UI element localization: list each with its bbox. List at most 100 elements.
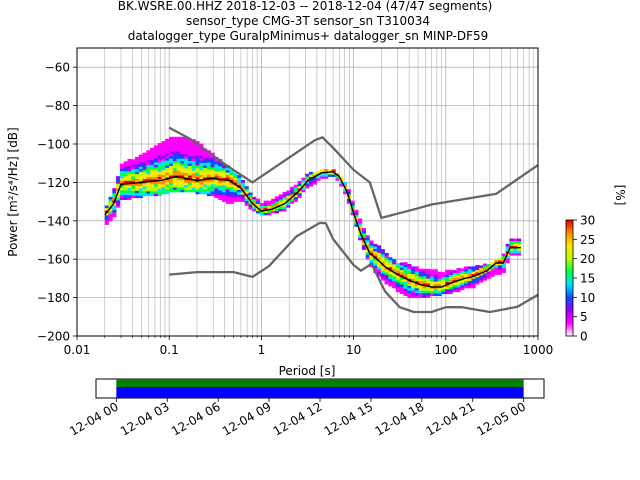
heatmap-cell	[119, 175, 124, 179]
heatmap-cell	[142, 179, 147, 182]
heatmap-cell	[104, 215, 109, 218]
heatmap-cell	[187, 168, 193, 171]
heatmap-cell	[138, 156, 143, 160]
colorbar	[565, 219, 574, 337]
heatmap-cell	[229, 172, 234, 176]
heatmap-cell	[482, 268, 488, 272]
heatmap-cell	[237, 196, 242, 200]
heatmap-cell	[195, 191, 200, 195]
heatmap-cell	[237, 194, 242, 198]
heatmap-cell	[138, 154, 143, 158]
heatmap-cell	[516, 252, 522, 256]
heatmap-cell	[150, 176, 155, 180]
heatmap-cell	[256, 210, 261, 214]
heatmap-cell	[498, 272, 503, 275]
heatmap-cell	[471, 266, 476, 270]
heatmap-cell	[301, 177, 306, 181]
heatmap-cell	[448, 291, 453, 295]
heatmap-cell	[127, 182, 132, 186]
heatmap-cell	[388, 271, 393, 275]
heatmap-cell	[380, 251, 385, 255]
heatmap-cell	[169, 151, 174, 154]
heatmap-cell	[395, 282, 401, 285]
heatmap-cell	[464, 276, 469, 279]
heatmap-cell	[441, 279, 446, 283]
heatmap-cell	[146, 174, 151, 177]
heatmap-cell	[418, 276, 423, 279]
heatmap-cell	[116, 197, 121, 201]
heatmap-cell	[199, 155, 204, 159]
heatmap-cell	[191, 153, 196, 157]
heatmap-cell	[135, 166, 140, 170]
heatmap-cell	[146, 191, 151, 194]
heatmap-cell	[297, 195, 302, 199]
heatmap-cell	[108, 208, 113, 212]
heatmap-cell	[206, 167, 211, 170]
heatmap-cell	[172, 165, 177, 169]
heatmap-cell	[407, 280, 412, 284]
heatmap-cell	[184, 170, 189, 174]
heatmap-cell	[157, 164, 162, 168]
heatmap-cell	[142, 164, 147, 168]
heatmap-cell	[343, 189, 348, 192]
heatmap-cell	[426, 271, 431, 274]
heatmap-cell	[395, 275, 401, 278]
coverage-tick-label: 12-04 18	[373, 399, 427, 438]
heatmap-cell	[418, 295, 423, 298]
heatmap-cell	[509, 252, 514, 256]
heatmap-cell	[221, 180, 227, 183]
coverage-tick-label: 12-04 03	[118, 399, 172, 438]
heatmap-cell	[169, 148, 174, 152]
heatmap-cell	[214, 188, 219, 191]
heatmap-cell	[460, 268, 465, 272]
heatmap-cell	[119, 187, 124, 191]
heatmap-cell	[259, 212, 264, 216]
heatmap-cell	[138, 173, 143, 177]
heatmap-cell	[346, 189, 351, 192]
heatmap-cell	[437, 274, 442, 277]
heatmap-cell	[108, 213, 113, 217]
y-tick-label: −60	[45, 61, 70, 75]
heatmap-cell	[244, 203, 249, 206]
heatmap-cell	[339, 176, 344, 180]
heatmap-cell	[210, 188, 215, 192]
heatmap-cell	[119, 170, 124, 174]
heatmap-cell	[123, 173, 128, 176]
heatmap-cell	[365, 237, 370, 241]
colorbar-tick-label: 20	[580, 252, 595, 266]
heatmap-cell	[327, 174, 332, 177]
heatmap-cell	[184, 180, 189, 183]
heatmap-cell	[203, 189, 208, 192]
heatmap-cell	[399, 272, 404, 275]
heatmap-cell	[180, 144, 185, 147]
heatmap-cell	[123, 166, 128, 169]
heatmap-cell	[127, 185, 132, 188]
heatmap-cell	[308, 171, 314, 175]
heatmap-cell	[165, 153, 170, 156]
heatmap-cell	[263, 207, 268, 211]
heatmap-cell	[293, 187, 298, 190]
heatmap-cell	[180, 170, 185, 174]
heatmap-cell	[456, 270, 461, 273]
heatmap-cell	[169, 182, 174, 186]
heatmap-cell	[361, 232, 366, 236]
heatmap-cell	[172, 187, 177, 190]
heatmap-cell	[460, 282, 465, 286]
heatmap-cell	[422, 278, 427, 282]
plot-frame	[76, 47, 539, 337]
heatmap-cell	[116, 204, 121, 208]
heatmap-cell	[395, 263, 401, 266]
heatmap-cell	[233, 199, 238, 202]
heatmap-cell	[172, 148, 177, 152]
heatmap-cell	[395, 289, 401, 293]
heatmap-cell	[127, 175, 132, 179]
heatmap-cell	[407, 264, 412, 267]
heatmap-cell	[516, 248, 522, 251]
heatmap-cell	[180, 153, 185, 157]
heatmap-cell	[248, 206, 253, 210]
heatmap-cell	[165, 165, 170, 168]
heatmap-cell	[199, 181, 204, 185]
heatmap-cell	[418, 278, 423, 282]
heatmap-cell	[282, 196, 287, 200]
heatmap-cell	[127, 173, 132, 176]
